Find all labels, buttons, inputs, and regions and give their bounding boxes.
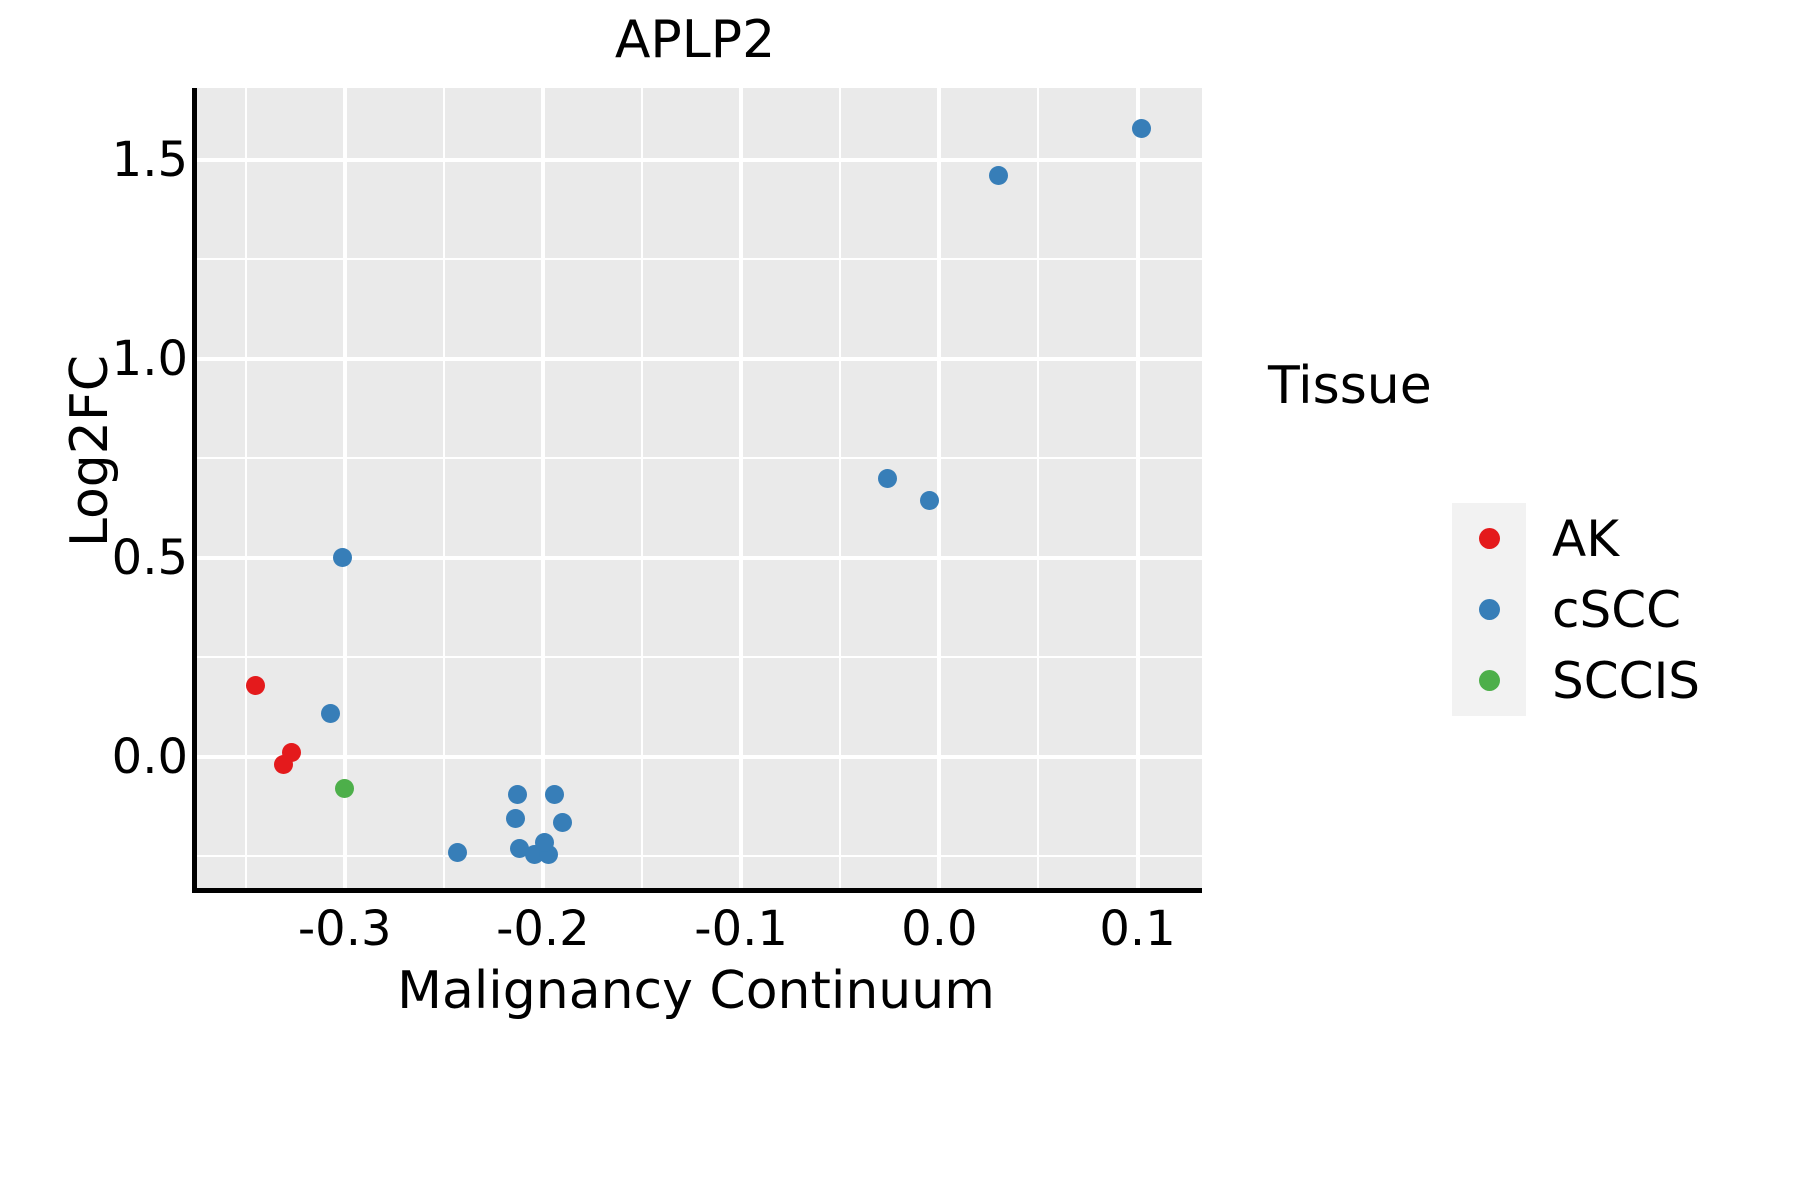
gridline-major-vertical bbox=[1135, 88, 1140, 888]
data-point-cscc bbox=[878, 468, 898, 488]
x-axis-title: Malignancy Continuum bbox=[397, 961, 995, 1021]
gridline-minor-vertical bbox=[1037, 88, 1040, 888]
data-point-cscc bbox=[448, 842, 468, 862]
plot-panel bbox=[197, 88, 1202, 888]
x-tick-label: -0.3 bbox=[297, 901, 392, 957]
chart-title: APLP2 bbox=[614, 10, 776, 70]
legend-item-label: SCCIS bbox=[1552, 651, 1701, 710]
data-point-cscc bbox=[505, 809, 525, 829]
data-point-cscc bbox=[553, 813, 573, 833]
data-point-cscc bbox=[509, 838, 529, 858]
y-tick-label: 0.0 bbox=[111, 728, 188, 785]
data-point-cscc bbox=[545, 785, 565, 805]
legend-title: Tissue bbox=[1268, 356, 1432, 416]
y-tick-label: 1.0 bbox=[111, 330, 188, 387]
gridline-major-vertical bbox=[937, 88, 942, 888]
x-tick-label: 0.1 bbox=[1099, 901, 1176, 957]
data-point-cscc bbox=[535, 832, 555, 852]
y-tick-label: 1.5 bbox=[111, 131, 188, 188]
gridline-major-vertical bbox=[739, 88, 744, 888]
gridline-minor-vertical bbox=[641, 88, 643, 888]
legend-swatch-icon bbox=[1478, 670, 1500, 691]
gridline-minor-vertical bbox=[244, 88, 247, 888]
gridline-minor-horizontal bbox=[197, 457, 1202, 460]
gridline-major-vertical bbox=[540, 88, 545, 888]
gridline-major-horizontal bbox=[197, 157, 1202, 162]
gridline-minor-vertical bbox=[442, 88, 445, 888]
gridline-major-horizontal bbox=[197, 754, 1202, 759]
gridline-major-horizontal bbox=[197, 555, 1202, 560]
data-point-cscc bbox=[507, 785, 527, 805]
data-point-cscc bbox=[919, 490, 939, 510]
y-tick-label: 0.5 bbox=[111, 529, 188, 586]
gridline-minor-vertical bbox=[839, 88, 842, 888]
x-tick-label: -0.1 bbox=[694, 901, 788, 957]
legend-item-label: cSCC bbox=[1552, 580, 1682, 639]
gridline-minor-horizontal bbox=[197, 855, 1202, 858]
y-axis-spine bbox=[192, 88, 197, 889]
y-axis-title: Log2FC bbox=[60, 354, 120, 548]
x-tick-label: -0.2 bbox=[496, 901, 590, 957]
legend-swatch-icon bbox=[1478, 528, 1500, 549]
legend-entries: AK cSCC SCCIS bbox=[1452, 503, 1700, 716]
data-point-ak bbox=[281, 743, 301, 763]
data-point-ak bbox=[245, 675, 265, 695]
data-point-sccis bbox=[335, 779, 355, 799]
gridline-minor-horizontal bbox=[197, 258, 1202, 261]
data-point-cscc bbox=[333, 548, 353, 568]
gridline-major-horizontal bbox=[197, 356, 1202, 361]
legend-item-label: AK bbox=[1552, 509, 1619, 568]
legend-item-sccis[interactable]: SCCIS bbox=[1452, 645, 1700, 716]
legend-swatch-icon bbox=[1478, 599, 1500, 620]
data-point-cscc bbox=[1132, 118, 1152, 138]
legend: Tissue AK cSCC SCCIS bbox=[1262, 355, 1732, 735]
legend-item-ak[interactable]: AK bbox=[1452, 503, 1619, 574]
x-tick-label: 0.0 bbox=[901, 901, 978, 957]
x-axis-spine bbox=[192, 888, 1202, 893]
data-point-cscc bbox=[321, 703, 341, 723]
legend-item-cscc[interactable]: cSCC bbox=[1452, 574, 1681, 645]
data-point-cscc bbox=[989, 166, 1009, 186]
gridline-minor-horizontal bbox=[197, 656, 1202, 659]
gridline-major-vertical bbox=[342, 88, 347, 888]
